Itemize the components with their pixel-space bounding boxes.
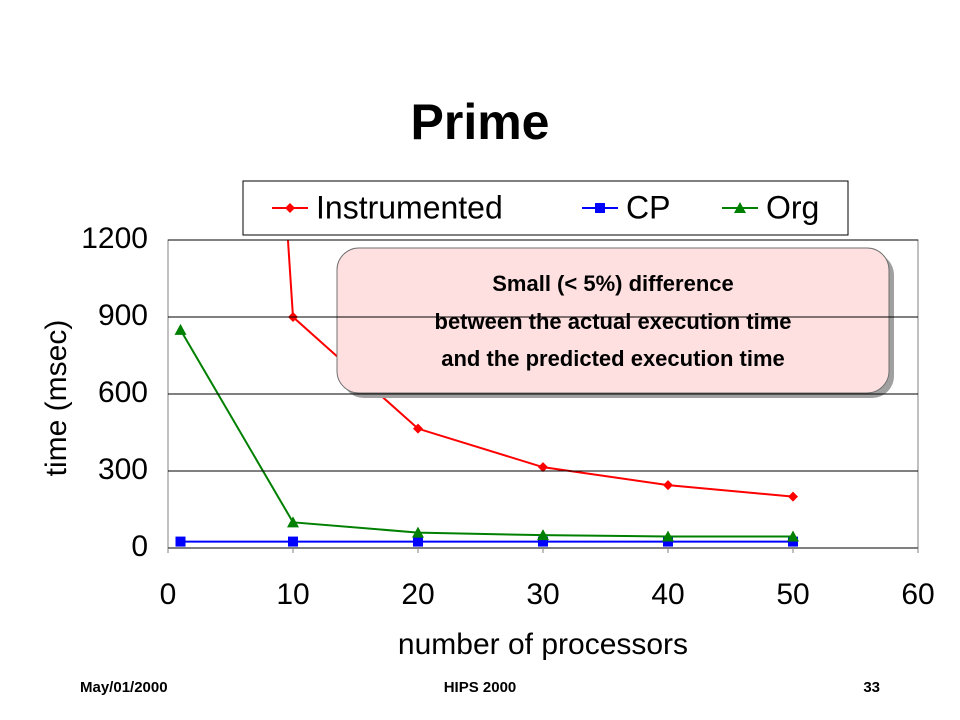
annotation: Small (< 5%) difference between the actu… [336,247,894,398]
y-axis-label: time (msec) [40,320,73,477]
data-point [175,536,186,547]
y-tick-label: 600 [98,376,148,409]
footer-page: 33 [863,679,880,696]
data-point [538,462,548,473]
x-tick-label: 50 [776,578,809,611]
data-point [413,423,423,434]
legend-label: Instrumented [316,189,503,225]
x-tick-label: 30 [526,578,559,611]
chart-title: Prime [411,94,550,150]
data-point [537,529,549,541]
x-tick-label: 0 [160,578,177,611]
y-tick-label: 300 [98,453,148,486]
annotation-line: between the actual execution time [435,309,792,334]
data-point [288,536,298,547]
annotation-line: and the predicted execution time [441,346,785,371]
x-tick-label: 40 [651,578,684,611]
footer-event: HIPS 2000 [444,679,517,696]
legend-label: Org [766,189,819,225]
series-line [286,240,794,498]
data-point [662,530,674,542]
x-tick-label: 20 [401,578,434,611]
data-point [412,526,424,538]
data-point [413,536,423,547]
footer-date: May/01/2000 [80,679,168,696]
data-point [287,516,299,528]
data-point [788,536,798,547]
data-point [174,323,187,335]
x-axis-label: number of processors [398,628,688,661]
legend-marker [734,202,746,213]
data-point [538,536,548,547]
plot-series [174,240,799,547]
series-line [179,329,793,538]
x-tick-label: 10 [276,578,309,611]
data-point [787,530,799,542]
x-tick-label: 60 [901,578,934,611]
y-tick-label: 0 [131,530,148,563]
y-tick-label: 1200 [81,222,148,255]
data-point [663,536,673,547]
annotation-box [336,247,890,394]
legend-label: CP [626,189,670,225]
annotation-line: Small (< 5%) difference [492,271,733,296]
data-point [663,480,673,491]
legend-marker [285,203,295,213]
data-point [788,491,798,502]
legend-marker [595,203,605,213]
y-tick-label: 900 [98,299,148,332]
